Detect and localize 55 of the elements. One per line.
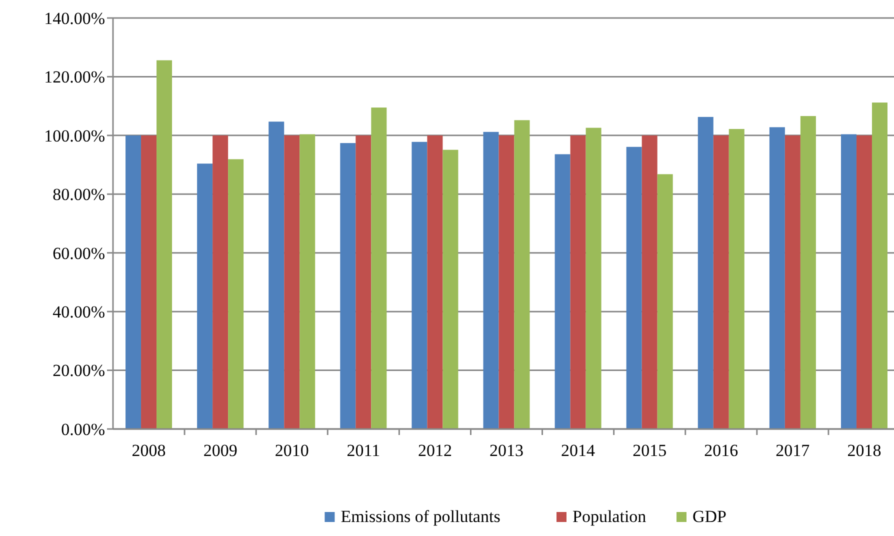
- bar: [514, 120, 530, 429]
- bar: [371, 108, 387, 429]
- x-tick-label: 2016: [704, 441, 738, 460]
- x-tick-label: 2014: [561, 441, 596, 460]
- x-tick-label: 2013: [490, 441, 524, 460]
- bar: [728, 128, 744, 429]
- legend-label: Emissions of pollutants: [340, 507, 500, 526]
- x-tick-label: 2015: [632, 441, 667, 460]
- bar: [698, 116, 714, 429]
- y-tick-label: 0.00%: [61, 420, 105, 439]
- y-tick-label: 40.00%: [52, 302, 105, 322]
- bar: [300, 134, 316, 429]
- y-tick-label: 60.00%: [52, 244, 105, 263]
- x-tick-label: 2010: [274, 441, 309, 460]
- x-tick-label: 2012: [418, 441, 452, 460]
- bar: [713, 135, 729, 429]
- bar: [356, 135, 372, 429]
- bar: [126, 135, 142, 429]
- y-tick-label: 140.00%: [44, 8, 105, 28]
- bar: [657, 174, 673, 429]
- bar: [197, 164, 213, 429]
- y-tick-label: 100.00%: [44, 126, 105, 146]
- bar: [412, 142, 428, 429]
- bar: [840, 134, 856, 429]
- bar: [340, 143, 356, 429]
- bar: [769, 127, 785, 429]
- bar: [212, 135, 228, 429]
- x-tick-label: 2011: [346, 441, 380, 460]
- bar: [800, 116, 816, 429]
- bar: [284, 135, 300, 429]
- bar: [228, 159, 244, 429]
- bar: [156, 60, 172, 429]
- bar: [642, 135, 658, 429]
- bar: [856, 135, 872, 429]
- bar: [784, 135, 800, 429]
- legend-label: Population: [572, 507, 647, 526]
- y-tick-label: 80.00%: [52, 185, 105, 204]
- bar: [442, 150, 458, 429]
- bar: [268, 122, 284, 429]
- x-tick-label: 2017: [776, 441, 810, 460]
- bar: [626, 146, 642, 429]
- bar: [554, 154, 570, 429]
- x-tick-label: 2018: [847, 441, 882, 460]
- y-tick-label: 20.00%: [52, 361, 105, 380]
- bar: [498, 135, 514, 429]
- bar: [483, 132, 499, 429]
- x-tick-label: 2008: [132, 441, 166, 460]
- x-tick-label: 2009: [203, 441, 238, 460]
- bar: [872, 102, 888, 429]
- bar: [570, 135, 586, 429]
- y-tick-label: 120.00%: [44, 68, 105, 87]
- bar: [586, 128, 602, 429]
- legend-label: GDP: [692, 507, 727, 526]
- bar: [141, 135, 157, 429]
- bar: [427, 135, 443, 429]
